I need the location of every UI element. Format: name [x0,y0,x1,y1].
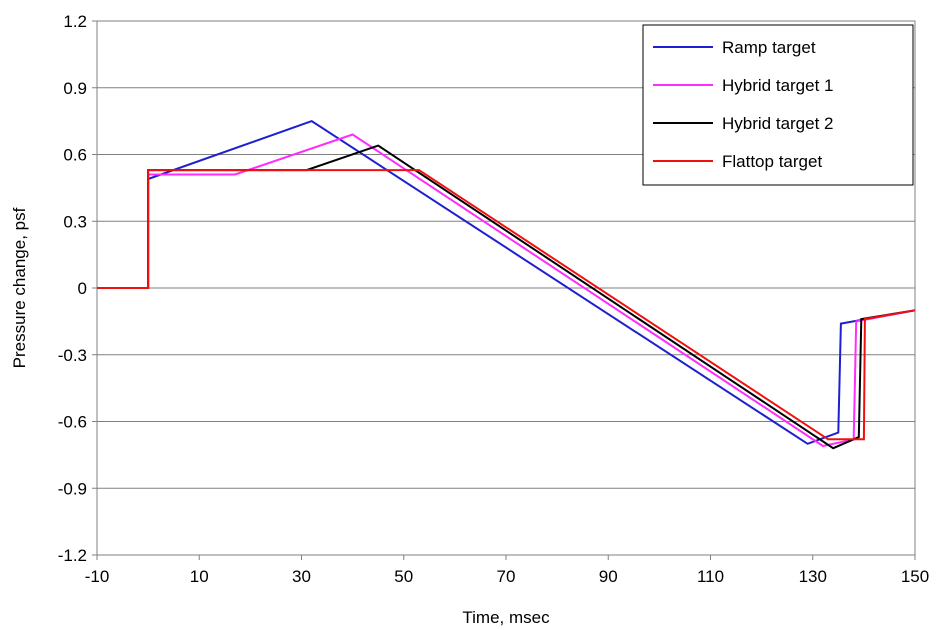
legend-label: Hybrid target 1 [722,76,834,95]
y-axis-ticks: 1.2 0.9 0.6 0.3 0 -0.3 -0.6 -0.9 -1.2 [58,12,97,565]
series-layer [97,119,916,450]
y-tick-label: -0.3 [58,346,87,365]
y-tick-label: 0.3 [63,212,87,231]
legend-box [642,24,914,186]
series-line-flattop-target [97,169,916,441]
series-line-hybrid-target-2 [97,144,916,450]
x-tick-label: 30 [292,567,311,586]
y-tick-label: 0 [78,279,87,298]
x-tick-label: 110 [697,567,724,586]
y-tick-label: -1.2 [58,546,87,565]
x-tick-label: 150 [901,567,929,586]
x-tick-label: 50 [394,567,413,586]
x-tick-label: 70 [497,567,516,586]
x-axis-label: Time, msec [462,608,550,627]
y-tick-label: 0.6 [63,146,87,165]
legend-label: Flattop target [722,152,822,171]
x-tick-label: 10 [190,567,209,586]
x-tick-label: 90 [599,567,618,586]
y-tick-label: -0.9 [58,479,87,498]
legend: Ramp target Hybrid target 1 Hybrid target … [642,24,914,186]
y-tick-label: 1.2 [63,12,87,31]
legend-label: Hybrid target 2 [722,114,834,133]
x-tick-label: 130 [799,567,827,586]
x-tick-label: -10 [85,567,110,586]
y-tick-label: 0.9 [63,79,87,98]
legend-label: Ramp target [722,38,816,57]
x-axis-ticks: -10 10 30 50 70 90 110 130 150 [85,555,929,586]
y-axis-label: Pressure change, psf [10,207,29,368]
y-tick-label: -0.6 [58,413,87,432]
